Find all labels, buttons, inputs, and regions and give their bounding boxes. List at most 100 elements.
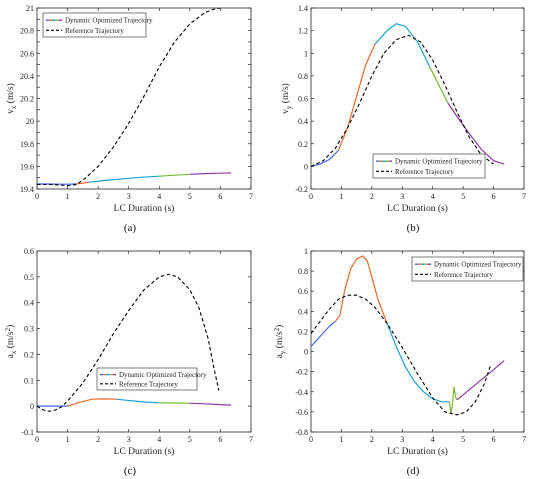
x-tick-label: 1 <box>339 435 343 444</box>
x-tick-label: 6 <box>218 192 222 201</box>
y-tick-label: 0 <box>30 402 34 411</box>
y-tick-label: 0.8 <box>298 267 308 276</box>
y-tick-label: 0.3 <box>24 325 34 334</box>
x-tick-label: 0 <box>309 192 313 201</box>
x-tick-label: 6 <box>218 435 222 444</box>
y-tick-label: 1.4 <box>298 4 308 13</box>
legend-label-reference: Reference Trajectory <box>119 380 178 388</box>
optimized-trajectory-segment <box>337 43 376 151</box>
reference-trajectory-line <box>311 294 492 416</box>
y-tick-label: 0 <box>304 162 308 171</box>
y-tick-label: 0 <box>304 348 308 357</box>
x-tick-label: 5 <box>188 435 192 444</box>
y-axis-unit-close: ) <box>274 325 285 328</box>
x-tick-label: 6 <box>492 435 496 444</box>
optimized-trajectory-segment <box>448 386 458 414</box>
y-axis-subscript: y <box>279 350 287 354</box>
chart-panel-d: 0 1 2 3 4 5 6 7 -0.8 -0.6 -0.4 -0.2 0 0.2 0.4 0.6 0.8 1 LC… <box>273 247 526 477</box>
y-axis-symbol: v <box>281 109 291 114</box>
x-tick-label: 4 <box>157 192 161 201</box>
x-tick-label: 5 <box>461 192 465 201</box>
x-tick-label: 6 <box>492 192 496 201</box>
y-axis-label: vx (m/s) <box>5 83 18 114</box>
x-tick-label: 3 <box>400 435 404 444</box>
y-tick-label: 1.2 <box>298 27 308 36</box>
y-tick-label: 20.4 <box>20 72 34 81</box>
x-axis-label: LC Duration (s) <box>114 203 175 214</box>
y-tick-label: -0.8 <box>295 428 308 437</box>
legend-label-reference: Reference Trajectory <box>434 271 493 279</box>
x-tick-label: 2 <box>96 192 100 201</box>
y-tick-label: 1 <box>304 247 308 256</box>
panel-caption: (d) <box>407 465 420 477</box>
y-tick-label: 0.4 <box>24 299 34 308</box>
legend-label-reference: Reference Trajectory <box>65 27 124 35</box>
x-tick-label: 4 <box>431 192 435 201</box>
y-tick-label: 0.4 <box>298 307 308 316</box>
optimized-trajectory-segment <box>116 398 160 404</box>
y-tick-label: 0.2 <box>298 327 308 336</box>
x-tick-label: 1 <box>66 435 70 444</box>
y-tick-label: 20.6 <box>20 49 34 58</box>
y-tick-label: 20.2 <box>20 95 34 104</box>
y-tick-label: 0.4 <box>298 117 308 126</box>
optimized-trajectory-segment <box>447 102 505 165</box>
x-tick-label: 5 <box>188 192 192 201</box>
optimized-trajectory-segment <box>311 320 336 347</box>
legend: Dynamic Optimized Trajectory Reference Tr… <box>42 12 153 38</box>
plot-frame <box>36 7 252 190</box>
x-tick-label: 1 <box>66 192 70 201</box>
legend-label-optimized: Dynamic Optimized Trajectory <box>395 158 483 166</box>
y-tick-label: -0.6 <box>295 408 308 417</box>
panel-caption: (c) <box>124 465 137 477</box>
x-tick-label: 0 <box>309 435 313 444</box>
panel-caption: (b) <box>407 222 420 234</box>
y-tick-label: 19.8 <box>20 140 34 149</box>
y-axis-symbol: a <box>275 353 285 358</box>
y-tick-label: 20.8 <box>20 27 34 36</box>
optimized-trajectory-segment <box>189 172 232 175</box>
y-tick-label: 20 <box>26 117 34 126</box>
reference-trajectory-line <box>37 273 220 412</box>
legend-box <box>372 153 486 179</box>
x-tick-label: 0 <box>35 435 39 444</box>
x-tick-label: 4 <box>431 435 435 444</box>
y-axis-unit: (m/s <box>274 331 285 351</box>
x-tick-label: 3 <box>400 192 404 201</box>
y-axis-unit-superscript: 2 <box>4 327 12 331</box>
x-tick-label: 0 <box>35 192 39 201</box>
chart-panel-b: 0 1 2 3 4 5 6 7-0.200.20.40.60.811.21.4LC Durat… <box>280 4 526 234</box>
x-axis-label: LC Duration (s) <box>114 446 175 457</box>
optimized-trajectory-segment <box>311 150 339 167</box>
x-tick-label: 7 <box>522 435 526 444</box>
x-tick-label: 3 <box>127 192 131 201</box>
y-tick-label: 0.2 <box>298 140 308 149</box>
y-axis-symbol: v <box>6 109 16 114</box>
x-axis-label: LC Duration (s) <box>387 446 448 457</box>
y-tick-label: 0.5 <box>24 273 34 282</box>
x-tick-label: 3 <box>127 435 131 444</box>
legend-label-optimized: Dynamic Optimized Trajectory <box>434 261 522 269</box>
y-tick-label: 19.4 <box>20 185 34 194</box>
y-axis-subscript: x <box>10 105 18 109</box>
y-axis-unit: (m/s) <box>280 83 291 105</box>
y-axis-unit-superscript: 2 <box>273 327 281 331</box>
optimized-trajectory-segment <box>189 402 232 406</box>
x-tick-label: 7 <box>249 192 253 201</box>
x-tick-label: 7 <box>249 435 253 444</box>
y-tick-label: -0.2 <box>295 368 308 377</box>
x-axis-label: LC Duration (s) <box>387 203 448 214</box>
y-axis-subscript: x <box>10 350 18 354</box>
optimized-trajectory-segment <box>159 402 190 404</box>
y-axis-unit-close: ) <box>5 325 16 328</box>
x-tick-label: 2 <box>370 192 374 201</box>
optimized-trajectory-segment <box>88 175 160 183</box>
legend-label-optimized: Dynamic Optimized Trajectory <box>65 17 153 25</box>
optimized-trajectory-segment <box>374 23 431 68</box>
panel-caption: (a) <box>124 222 137 234</box>
y-axis-label: vy (m/s) <box>280 83 293 114</box>
optimized-trajectory-segment <box>386 323 450 403</box>
legend: Dynamic Optimized Trajectory Reference Tr… <box>411 256 524 282</box>
